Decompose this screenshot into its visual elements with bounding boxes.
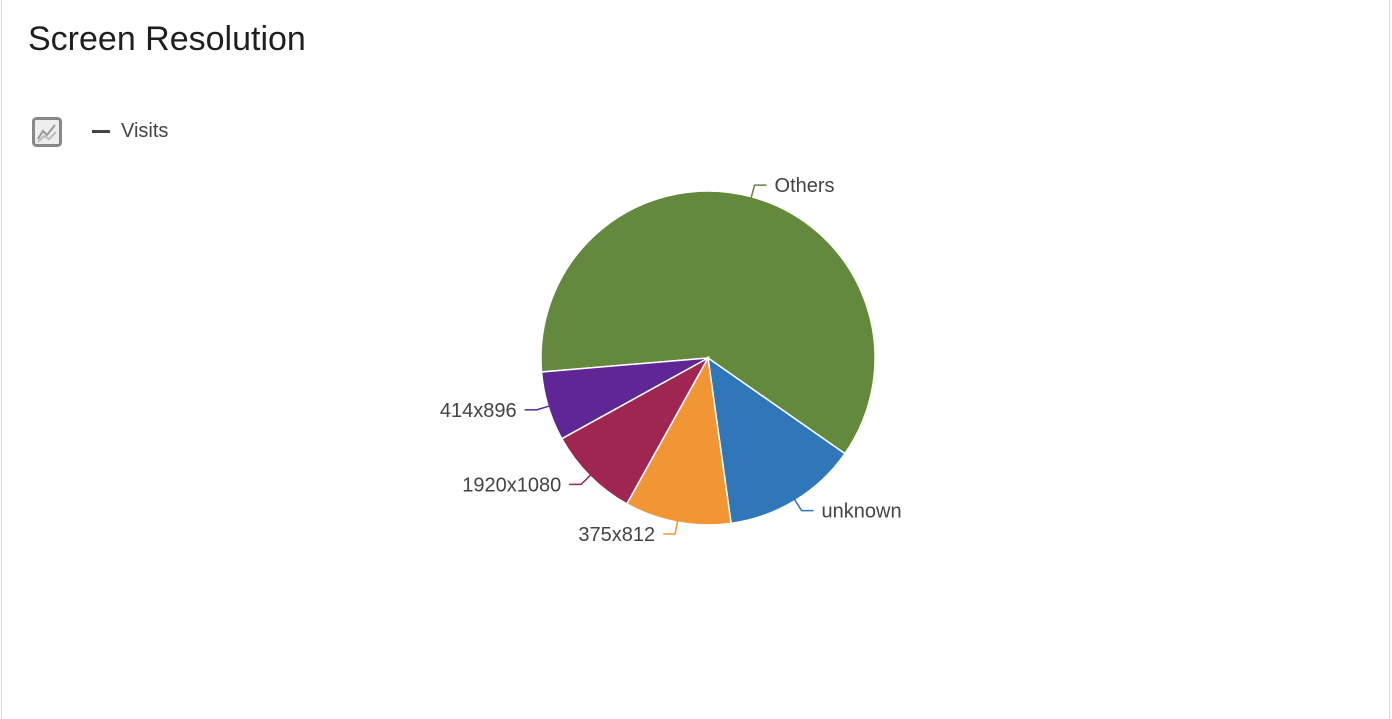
label-connector bbox=[524, 405, 551, 411]
widget-title: Screen Resolution bbox=[28, 20, 306, 58]
label-connector bbox=[569, 473, 592, 486]
slice-label: 375x812 bbox=[578, 524, 655, 546]
legend-swatch bbox=[92, 130, 110, 133]
label-connector bbox=[663, 520, 679, 535]
label-connector bbox=[793, 498, 814, 512]
slice-label: unknown bbox=[822, 501, 902, 523]
slice-label: 1920x1080 bbox=[462, 474, 561, 496]
slice-label: Others bbox=[775, 175, 835, 197]
slice-label: 414x896 bbox=[440, 400, 517, 422]
line-chart-icon[interactable] bbox=[32, 117, 62, 147]
legend-label: Visits bbox=[121, 120, 169, 142]
label-connector bbox=[750, 184, 767, 199]
legend-item-visits[interactable]: Visits bbox=[92, 120, 168, 143]
